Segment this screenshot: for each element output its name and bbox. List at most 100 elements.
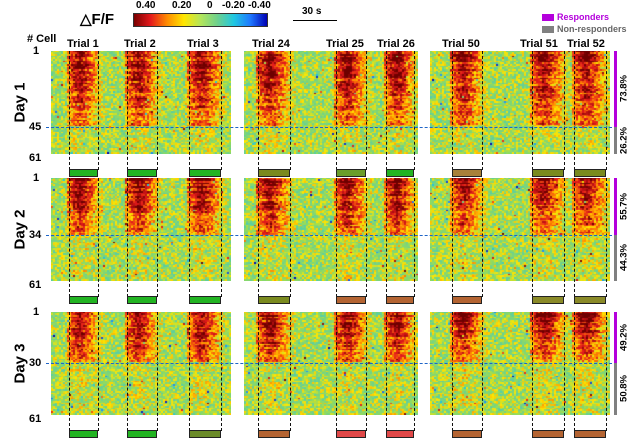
trial-label: Trial 2 [124,38,156,50]
cell-number-top: 1 [33,45,40,57]
stimulus-boundary-line [157,178,158,297]
stimulus-boundary-line [98,312,99,431]
stimulus-bar [386,296,414,304]
stimulus-boundary-line [564,51,565,170]
responders-legend-label: Responders [557,12,610,22]
stimulus-bar [532,430,564,438]
stimulus-boundary-line [157,312,158,431]
cell-number-split: 34 [29,229,42,241]
colorbar-tick: 0 [207,0,213,11]
trial-label: Trial 26 [377,38,415,50]
responders-bar [614,312,617,363]
non-responders-bar [614,127,617,154]
trial-label: Trial 1 [67,38,99,50]
stimulus-boundary-line [127,312,128,431]
colorbar-title: △F/F [80,11,115,28]
stimulus-boundary-line [482,178,483,297]
stimulus-boundary-line [452,178,453,297]
stimulus-boundary-line [69,178,70,297]
stimulus-boundary-line [336,312,337,431]
stimulus-bar [386,169,414,177]
stimulus-bar [336,169,366,177]
stimulus-boundary-line [574,312,575,431]
non-responders-bar [614,363,617,415]
stimulus-bar [386,430,414,438]
stimulus-bar [532,169,564,177]
colorbar-tick: -0.20 [222,0,245,11]
trial-label: Trial 50 [442,38,480,50]
trial-label: Trial 25 [326,38,364,50]
day-label: Day 3 [11,342,29,384]
stimulus-bar [452,430,482,438]
stimulus-bar [69,296,98,304]
stimulus-bar [258,169,290,177]
cell-number-top: 1 [33,306,40,318]
stimulus-bar [574,169,606,177]
heatmap-panel [430,51,610,154]
colorbar-tick: -0.40 [248,0,271,11]
heatmap-panel [244,51,418,154]
stimulus-boundary-line [606,312,607,431]
stimulus-boundary-line [221,312,222,431]
stimulus-boundary-line [606,178,607,297]
trial-label: Trial 51 [520,38,558,50]
non-responders-percent: 50.8% [618,375,630,402]
stimulus-boundary-line [69,312,70,431]
responder-split-line [46,363,612,364]
stimulus-boundary-line [366,51,367,170]
stimulus-boundary-line [189,178,190,297]
stimulus-bar [189,296,221,304]
non-responders-swatch [542,26,554,33]
colorbar-tick: 0.40 [136,0,156,11]
stimulus-bar [452,296,482,304]
responder-split-line [46,235,612,236]
stimulus-boundary-line [386,178,387,297]
stimulus-boundary-line [336,178,337,297]
stimulus-boundary-line [482,51,483,170]
stimulus-boundary-line [414,312,415,431]
stimulus-boundary-line [98,51,99,170]
responders-bar [614,178,617,235]
stimulus-boundary-line [290,178,291,297]
stimulus-bar [127,430,157,438]
responders-percent: 55.7% [618,192,630,220]
cell-number-bottom: 61 [29,152,42,164]
heatmap-panel [51,51,231,154]
stimulus-boundary-line [157,51,158,170]
stimulus-bar [69,169,98,177]
day-label: Day 1 [11,81,29,123]
stimulus-boundary-line [606,51,607,170]
day-label: Day 2 [11,208,29,250]
stimulus-boundary-line [98,178,99,297]
stimulus-boundary-line [574,51,575,170]
responders-percent: 49.2% [618,323,630,351]
cell-number-split: 45 [29,121,42,133]
stimulus-bar [189,169,221,177]
stimulus-boundary-line [69,51,70,170]
cell-number-bottom: 61 [29,413,42,425]
stimulus-bar [336,430,366,438]
stimulus-boundary-line [482,312,483,431]
stimulus-boundary-line [452,312,453,431]
colorbar [133,13,268,27]
stimulus-boundary-line [366,178,367,297]
stimulus-boundary-line [258,51,259,170]
stimulus-boundary-line [452,51,453,170]
scalebar-line [293,20,337,21]
non-responders-percent: 26.2% [618,126,630,154]
stimulus-bar [189,430,221,438]
heatmap-panel [244,178,418,281]
responder-split-line [46,127,612,128]
heatmap-panel [430,178,610,281]
heatmap-panel [51,178,231,281]
stimulus-boundary-line [564,178,565,297]
stimulus-bar [452,169,482,177]
stimulus-boundary-line [221,178,222,297]
cell-number-bottom: 61 [29,279,42,291]
stimulus-bar [574,430,606,438]
stimulus-bar [574,296,606,304]
stimulus-boundary-line [386,312,387,431]
stimulus-boundary-line [127,51,128,170]
stimulus-boundary-line [532,312,533,431]
stimulus-bar [258,430,290,438]
